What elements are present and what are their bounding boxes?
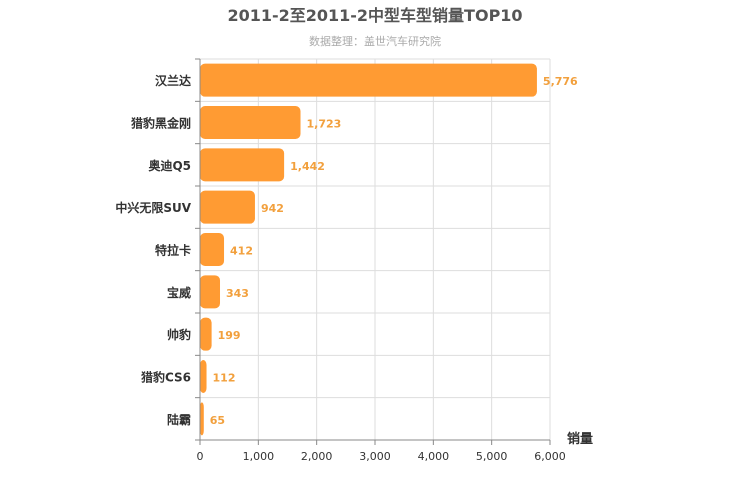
x-tick-label: 3,000 xyxy=(359,450,391,463)
data-label: 112 xyxy=(213,372,236,385)
bar[interactable] xyxy=(200,148,285,182)
category-label: 宝威 xyxy=(167,285,191,300)
bar[interactable] xyxy=(200,402,204,436)
bar[interactable] xyxy=(200,232,225,267)
x-tick-label: 5,000 xyxy=(476,450,508,463)
data-label: 65 xyxy=(210,414,225,427)
chart-subtitle: 数据整理：盖世汽车研究院 xyxy=(309,34,441,48)
category-label: 猎豹黑金刚 xyxy=(131,116,191,131)
category-label: 特拉卡 xyxy=(155,243,191,258)
x-tick-label: 4,000 xyxy=(418,450,450,463)
data-label: 1,723 xyxy=(307,118,342,131)
data-label: 412 xyxy=(230,245,253,258)
x-axis-title: 销量 xyxy=(567,431,593,447)
x-tick-label: 1,000 xyxy=(243,450,275,463)
category-label: 奥迪Q5 xyxy=(148,158,191,173)
x-tick-label: 6,000 xyxy=(534,450,566,463)
bar[interactable] xyxy=(200,317,212,351)
bar[interactable] xyxy=(200,105,301,140)
category-label: 汉兰达 xyxy=(155,73,191,88)
data-label: 1,442 xyxy=(290,160,325,173)
data-label: 343 xyxy=(226,287,249,300)
data-label: 942 xyxy=(261,202,284,215)
data-label: 5,776 xyxy=(543,75,578,88)
chart-title: 2011-2至2011-2中型车型销量TOP10 xyxy=(227,6,522,25)
category-label: 陆霸 xyxy=(167,412,191,427)
category-label: 猎豹CS6 xyxy=(141,370,191,385)
category-label: 中兴无限SUV xyxy=(115,200,191,215)
data-label: 199 xyxy=(218,329,241,342)
grid xyxy=(200,58,551,440)
category-label: 帅豹 xyxy=(167,327,191,342)
bar[interactable] xyxy=(200,275,221,309)
bar[interactable] xyxy=(200,63,537,97)
x-tick-label: 0 xyxy=(197,450,204,463)
bar[interactable] xyxy=(200,359,207,394)
axes: 0 1,000 2,000 3,000 4,000 5,000 6,000 汉兰达猎豹黑金刚奥… xyxy=(115,58,566,463)
bar[interactable] xyxy=(200,190,255,224)
bars: 5,776 1,723 1,442 942 412 343 199 112 65 xyxy=(200,63,578,436)
x-tick-label: 2,000 xyxy=(301,450,333,463)
